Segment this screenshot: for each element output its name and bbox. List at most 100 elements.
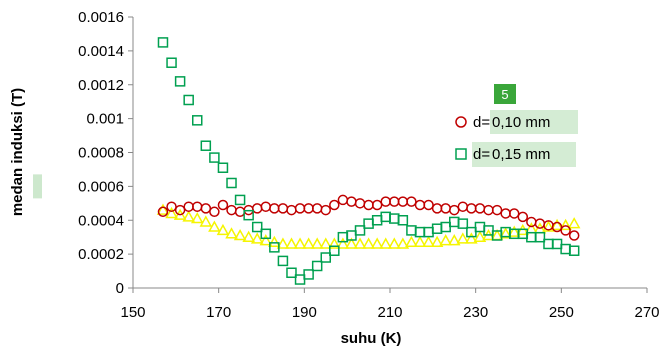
- data-point-square: [414, 226, 426, 238]
- data-point-triangle: [276, 237, 290, 249]
- data-point-circle: [380, 196, 391, 207]
- axes: [128, 16, 648, 293]
- data-point-circle: [423, 199, 434, 211]
- data-point-circle: [466, 203, 477, 214]
- legend-marker-circle: [455, 116, 467, 128]
- annotation-badge: [494, 84, 516, 104]
- x-tick-label: 150: [120, 304, 145, 321]
- data-point-square: [457, 218, 469, 229]
- series-triangle: [156, 203, 581, 249]
- data-point-circle: [371, 199, 383, 211]
- data-point-square: [174, 76, 186, 87]
- data-point-square: [329, 245, 340, 256]
- data-point-square: [568, 245, 580, 256]
- data-point-square: [440, 221, 451, 233]
- data-point-triangle: [473, 230, 487, 242]
- data-point-circle: [337, 194, 349, 206]
- x-tick-label: 250: [549, 304, 574, 321]
- data-point-triangle: [259, 234, 273, 246]
- data-point-square: [243, 209, 254, 221]
- data-point-circle: [440, 203, 451, 214]
- legend: 5 d= 0,10 mm d= 0,15 mm: [455, 84, 578, 167]
- data-point-square: [389, 213, 400, 224]
- data-point-square: [277, 255, 289, 267]
- data-point-triangle: [216, 223, 230, 236]
- data-point-square: [166, 57, 177, 68]
- data-point-square: [320, 252, 331, 263]
- data-point-square: [192, 115, 203, 126]
- data-point-triangle: [156, 203, 170, 215]
- y-tick-label: 0.0014: [78, 43, 124, 60]
- tick-labels: 0 0.0002 0.0004 0.0006 0.0008 0.001 0.0012 0.00…: [33, 9, 660, 321]
- data-point-square: [380, 211, 391, 223]
- data-point-triangle: [302, 237, 315, 249]
- data-point-triangle: [559, 218, 572, 231]
- data-point-triangle: [405, 235, 418, 248]
- data-point-triangle: [465, 232, 478, 244]
- data-point-circle: [354, 198, 366, 209]
- data-point-circle: [346, 196, 357, 207]
- data-point-circle: [483, 204, 494, 216]
- data-point-triangle: [319, 237, 333, 249]
- data-point-triangle: [190, 212, 204, 224]
- y-tick-label: 0.0012: [78, 77, 124, 94]
- data-point-triangle: [370, 237, 384, 249]
- x-tick-label: 210: [377, 304, 402, 321]
- data-point-circle: [200, 203, 212, 214]
- y-tick-label: 0.0006: [78, 178, 124, 195]
- legend-label-prefix: d=: [473, 146, 490, 163]
- data-point-triangle: [422, 235, 435, 248]
- data-point-square: [363, 218, 374, 229]
- annotation-badge-text: 5: [501, 87, 508, 102]
- data-point-square: [551, 238, 563, 250]
- x-tick-label: 170: [206, 304, 231, 321]
- data-point-square: [269, 242, 280, 253]
- legend-label-prefix: d=: [473, 114, 490, 131]
- data-point-triangle: [182, 210, 195, 222]
- data-point-square: [226, 177, 237, 189]
- data-point-circle: [320, 204, 331, 216]
- data-point-square: [354, 225, 366, 236]
- data-point-triangle: [336, 237, 350, 249]
- data-point-triangle: [396, 237, 410, 249]
- plot-area: [156, 37, 581, 285]
- data-point-triangle: [447, 234, 461, 246]
- x-tick-label: 190: [292, 304, 317, 321]
- data-point-circle: [226, 204, 237, 216]
- data-point-circle: [286, 204, 297, 216]
- data-point-circle: [491, 204, 503, 216]
- data-point-square: [217, 162, 229, 173]
- data-point-circle: [277, 203, 289, 214]
- data-point-triangle: [456, 232, 470, 244]
- data-point-triangle: [250, 232, 264, 244]
- x-tick-label: 230: [463, 304, 488, 321]
- data-point-triangle: [430, 235, 444, 248]
- data-point-square: [251, 221, 263, 233]
- data-point-triangle: [233, 228, 247, 241]
- legend-highlight: [472, 142, 576, 167]
- data-point-square: [311, 260, 323, 272]
- data-point-circle: [294, 203, 306, 214]
- y-tick-label: 0.0004: [78, 212, 124, 229]
- data-point-triangle: [268, 235, 281, 248]
- y-tick-label: 0.0002: [78, 246, 124, 263]
- data-point-triangle: [353, 237, 367, 249]
- data-point-circle: [389, 196, 400, 207]
- data-point-triangle: [542, 220, 555, 232]
- legend-highlight: [490, 110, 578, 134]
- data-point-circle: [397, 196, 409, 207]
- data-point-triangle: [388, 237, 401, 249]
- data-point-triangle: [293, 237, 307, 249]
- data-point-circle: [551, 221, 563, 233]
- data-point-square: [303, 269, 314, 280]
- data-point-circle: [500, 208, 511, 219]
- data-point-circle: [217, 199, 229, 211]
- y-tick-label: 0: [116, 280, 124, 297]
- series-circle: [157, 194, 580, 241]
- legend-label-value: 0,15 mm: [492, 146, 550, 163]
- data-point-triangle: [362, 237, 375, 249]
- data-point-triangle: [413, 235, 427, 248]
- data-point-square: [157, 37, 169, 48]
- data-point-square: [406, 225, 417, 236]
- data-point-square: [294, 274, 306, 285]
